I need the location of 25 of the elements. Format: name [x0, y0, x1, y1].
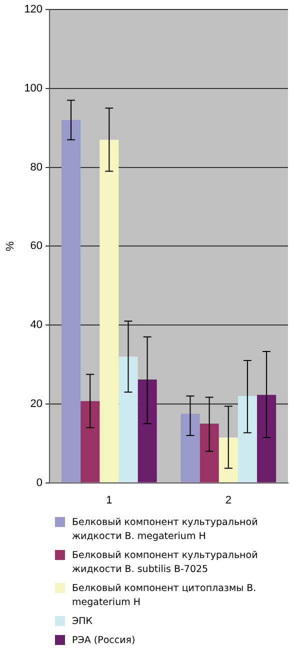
y-tick-label: 20	[30, 398, 43, 410]
bar	[218, 437, 238, 482]
legend-label: РЭА (Россия)	[72, 634, 136, 648]
bar	[138, 379, 157, 482]
y-tick-label: 40	[30, 319, 43, 332]
bar	[180, 414, 200, 482]
y-axis-title: %	[4, 241, 17, 252]
bar	[80, 401, 100, 482]
bar	[118, 356, 138, 482]
legend-label: Белковый компонент культуральной жидкости B. subtilis B-7025	[72, 549, 259, 577]
bar	[238, 396, 257, 482]
legend-label: Белковый компонент цитоплазмы B. megaterium H	[72, 582, 258, 610]
bar	[61, 120, 81, 482]
bar	[100, 140, 119, 482]
bar	[257, 394, 276, 482]
bar	[200, 424, 219, 482]
y-tick-label: 120	[24, 4, 43, 16]
x-tick-label: 2	[225, 494, 232, 506]
legend-label: ЭПК	[72, 615, 93, 629]
legend-label: Белковый компонент культуральной жидкости B. megaterium H	[72, 516, 259, 544]
y-tick-label: 80	[30, 161, 43, 174]
y-tick-label: 0	[36, 476, 43, 489]
y-tick-label: 100	[24, 82, 43, 94]
x-tick-label: 1	[106, 494, 112, 506]
y-tick-label: 60	[30, 240, 43, 252]
